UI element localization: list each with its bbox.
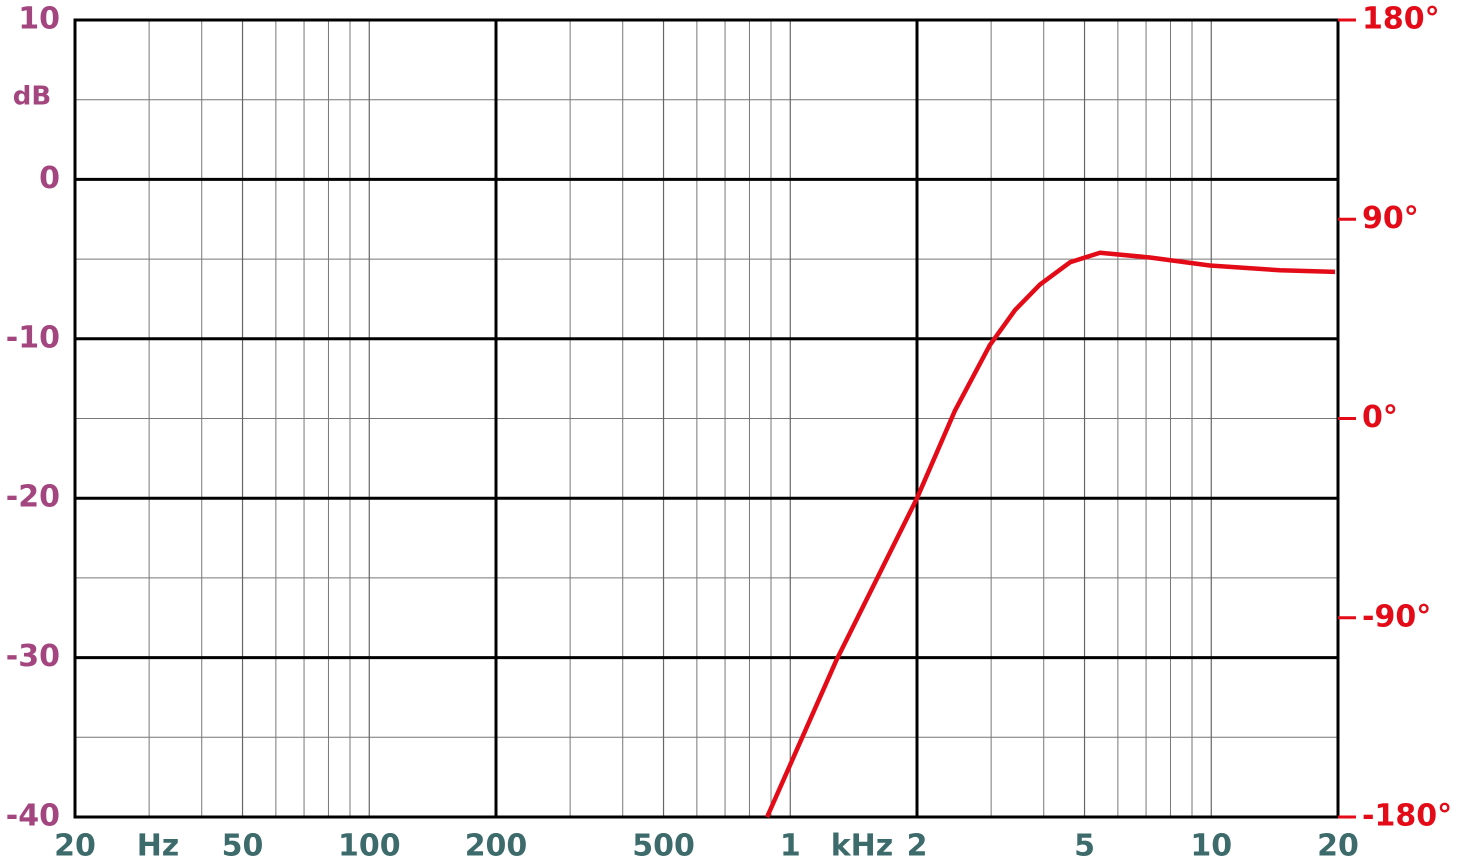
y-tick-label: -40 <box>6 799 60 834</box>
x-tick-label: 500 <box>632 829 695 862</box>
response-curve <box>765 250 1336 818</box>
y-tick-label: -30 <box>6 639 60 674</box>
y2-tick-label: -180° <box>1362 799 1452 834</box>
y-tick-label: -10 <box>6 320 60 355</box>
x-tick-label: 10 <box>1190 829 1232 862</box>
y-axis-label: dB <box>13 82 51 112</box>
y2-tick-label: 90° <box>1362 201 1419 236</box>
x-unit-label: kHz <box>831 829 894 862</box>
x-tick-label: 20 <box>54 829 96 862</box>
x-tick-label: 1 <box>780 829 801 862</box>
y2-tick-label: 0° <box>1362 400 1398 435</box>
x-tick-label: 50 <box>222 829 264 862</box>
x-tick-label: 200 <box>465 829 528 862</box>
y-tick-label: 0 <box>39 161 60 196</box>
y-tick-label: -20 <box>6 480 60 515</box>
x-unit-label: Hz <box>137 829 180 862</box>
y-tick-label: 10 <box>18 2 60 37</box>
x-tick-label: 100 <box>338 829 401 862</box>
x-tick-label: 5 <box>1074 829 1095 862</box>
x-tick-label: 2 <box>907 829 928 862</box>
y2-tick-label: 180° <box>1362 2 1440 37</box>
y2-tick-label: -90° <box>1362 599 1431 634</box>
x-tick-label: 20 <box>1317 829 1359 862</box>
